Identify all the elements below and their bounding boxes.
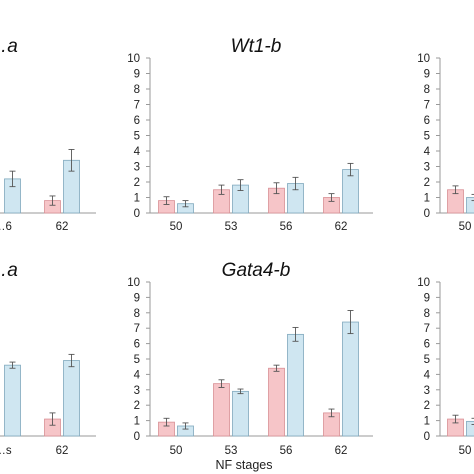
y-tick-label: 9 [134,69,140,81]
y-tick-label: 0 [134,431,140,443]
y-tick-label: 8 [424,308,430,320]
y-tick-label: 8 [134,84,140,96]
y-tick-label: 1 [134,416,140,428]
y-tick-label: 7 [424,323,430,335]
y-tick-label: 10 [417,53,430,65]
y-tick-label: 0 [424,208,430,220]
x-tick-label: 50 [459,445,472,457]
y-tick-label: 7 [424,100,430,112]
bar-blue [4,364,21,437]
y-tick-label: 3 [134,385,140,397]
bar-blue [466,197,474,214]
chart-panel-6: 0 1 2 3 4 5 6 7 8 9 10 50 [417,277,474,457]
bar-blue [63,360,80,437]
y-tick-label: 0 [134,208,140,220]
bar-blue [232,390,249,437]
y-tick-label: 2 [134,400,140,412]
y-tick-label: 10 [127,277,140,289]
bar-blue [342,321,359,437]
x-tick-label: 50 [170,445,183,457]
y-tick-label: 5 [134,354,140,366]
y-tick-label: 4 [424,146,431,158]
chart-title: …a [0,260,18,281]
y-tick-label: 6 [134,115,140,127]
y-tick-label: 3 [424,162,430,174]
y-tick-label: 8 [134,308,140,320]
y-tick-label: 3 [134,162,140,174]
chart-panel-1: …a …6 62 [0,36,96,233]
y-tick-label: 7 [134,323,140,335]
x-tick-label: 50 [459,221,472,233]
x-tick-label: 50 [170,221,183,233]
y-tick-label: 5 [134,131,140,143]
y-tick-label: 4 [424,369,431,381]
x-tick-label: 62 [335,221,348,233]
x-tick-label: 62 [335,445,348,457]
bar-blue [287,333,304,437]
x-tick-label: 53 [225,221,238,233]
x-tick-label: 56 [280,221,293,233]
x-tick-label: 53 [225,445,238,457]
y-tick-label: 6 [424,339,430,351]
y-tick-label: 7 [134,100,140,112]
bar-pink [268,367,285,437]
bar-blue [466,420,474,437]
x-axis-label: NF stages [216,458,273,472]
y-tick-label: 3 [424,385,430,397]
y-tick-label: 9 [424,292,430,304]
y-tick-label: 1 [134,193,140,205]
y-tick-label: 6 [424,115,430,127]
chart-panel-3: 0 1 2 3 4 5 6 7 8 9 10 50 [417,53,474,233]
y-tick-label: 1 [424,416,430,428]
y-tick-label: 5 [424,131,430,143]
y-tick-label: 6 [134,339,140,351]
chart-panel-4: …a …s 62 [0,260,96,457]
x-tick-label: …6 [0,221,12,233]
y-tick-label: 2 [134,177,140,189]
y-tick-label: 1 [424,193,430,205]
y-tick-label: 8 [424,84,430,96]
y-tick-label: 9 [424,69,430,81]
x-tick-label: 62 [56,221,69,233]
y-tick-label: 4 [134,369,141,381]
y-tick-label: 0 [424,431,430,443]
y-tick-label: 2 [424,177,430,189]
y-tick-label: 9 [134,292,140,304]
y-tick-label: 5 [424,354,430,366]
bar-pink [213,383,230,437]
x-tick-label: 62 [56,445,69,457]
y-tick-label: 10 [417,277,430,289]
y-tick-label: 10 [127,53,140,65]
x-tick-label: 56 [280,445,293,457]
chart-title: …a [0,36,18,57]
y-tick-label: 2 [424,400,430,412]
chart-title: Wt1-b [231,36,282,57]
x-tick-label: …s [0,445,12,457]
y-tick-label: 4 [134,146,141,158]
chart-title: Gata4-b [222,260,291,281]
